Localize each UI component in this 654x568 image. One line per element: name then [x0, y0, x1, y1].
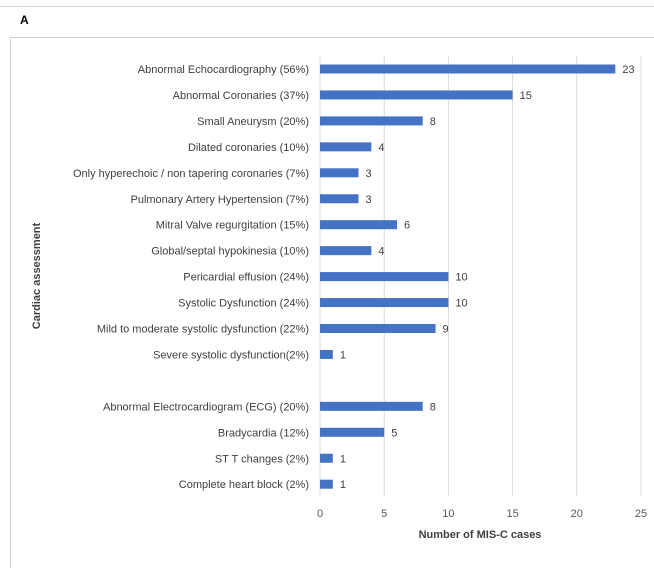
x-tick-label: 0	[317, 508, 323, 520]
bar	[320, 401, 423, 411]
category-label: Small Aneurysm (20%)	[197, 116, 309, 128]
bar	[320, 479, 333, 489]
category-label: Mild to moderate systolic dysfunction (2…	[97, 324, 309, 336]
x-tick-label: 10	[442, 508, 454, 520]
data-label: 15	[520, 90, 532, 102]
data-label: 3	[366, 194, 372, 206]
category-label: Dilated coronaries (10%)	[188, 142, 309, 154]
category-label: Abnormal Coronaries (37%)	[173, 90, 309, 102]
chart-frame	[10, 37, 654, 568]
data-label: 8	[430, 116, 436, 128]
bar	[320, 349, 333, 359]
bar	[320, 246, 372, 256]
bar	[320, 272, 449, 282]
data-label: 6	[404, 220, 410, 232]
data-label: 4	[378, 142, 384, 154]
data-label: 1	[340, 479, 346, 491]
bar	[320, 142, 372, 152]
x-tick-label: 25	[635, 508, 647, 520]
data-label: 10	[455, 272, 467, 284]
data-labels: 23 15 8 4 3 3 6 4 10 10 9 1 8 5 1 1	[340, 64, 635, 491]
data-label: 1	[340, 349, 346, 361]
data-label: 5	[391, 427, 397, 439]
bar	[320, 324, 436, 333]
data-label: 4	[378, 246, 384, 258]
bar	[320, 453, 333, 463]
category-label: Abnormal Electrocardiogram (ECG) (20%)	[103, 401, 309, 413]
panel-label: A	[20, 13, 29, 27]
bar	[320, 168, 359, 178]
bar	[320, 90, 513, 100]
category-label: Pulmonary Artery Hypertension (7%)	[130, 194, 309, 206]
category-label: Severe systolic dysfunction(2%)	[153, 349, 309, 361]
data-label: 10	[455, 298, 467, 310]
category-label: Complete heart block (2%)	[179, 479, 309, 491]
category-label: Bradycardia (12%)	[218, 427, 309, 439]
x-axis-title: Number of MIS-C cases	[419, 529, 542, 541]
data-label: 8	[430, 401, 436, 413]
category-label: Only hyperechoic / non tapering coronari…	[73, 168, 309, 180]
gridlines	[319, 56, 642, 496]
x-tick-labels: 0 5 10 15 20 25	[317, 508, 647, 520]
x-tick-label: 5	[381, 508, 387, 520]
bar	[320, 116, 423, 126]
top-divider	[0, 6, 654, 7]
bar-chart: Abnormal Echocardiography (56%) Abnormal …	[31, 56, 647, 541]
category-label: Global/septal hypokinesia (10%)	[151, 246, 309, 258]
category-labels: Abnormal Echocardiography (56%) Abnormal …	[73, 64, 309, 491]
data-label: 23	[622, 64, 634, 76]
bar	[320, 194, 359, 204]
data-label: 3	[366, 168, 372, 180]
category-label: Abnormal Echocardiography (56%)	[138, 64, 309, 76]
data-label: 1	[340, 453, 346, 465]
bar	[320, 64, 616, 74]
category-label: Systolic Dysfunction (24%)	[178, 298, 309, 310]
data-label: 9	[443, 324, 449, 336]
x-tick-label: 20	[571, 508, 583, 520]
category-label: Pericardial effusion (24%)	[183, 272, 309, 284]
bar	[320, 427, 385, 437]
bar	[320, 298, 449, 308]
category-label: ST T changes (2%)	[215, 453, 309, 465]
bars	[320, 64, 616, 489]
bar	[320, 220, 398, 230]
y-axis-title: Cardiac assessment	[31, 222, 43, 329]
category-label: Mitral Valve regurgitation (15%)	[156, 220, 309, 232]
x-tick-label: 15	[506, 508, 518, 520]
